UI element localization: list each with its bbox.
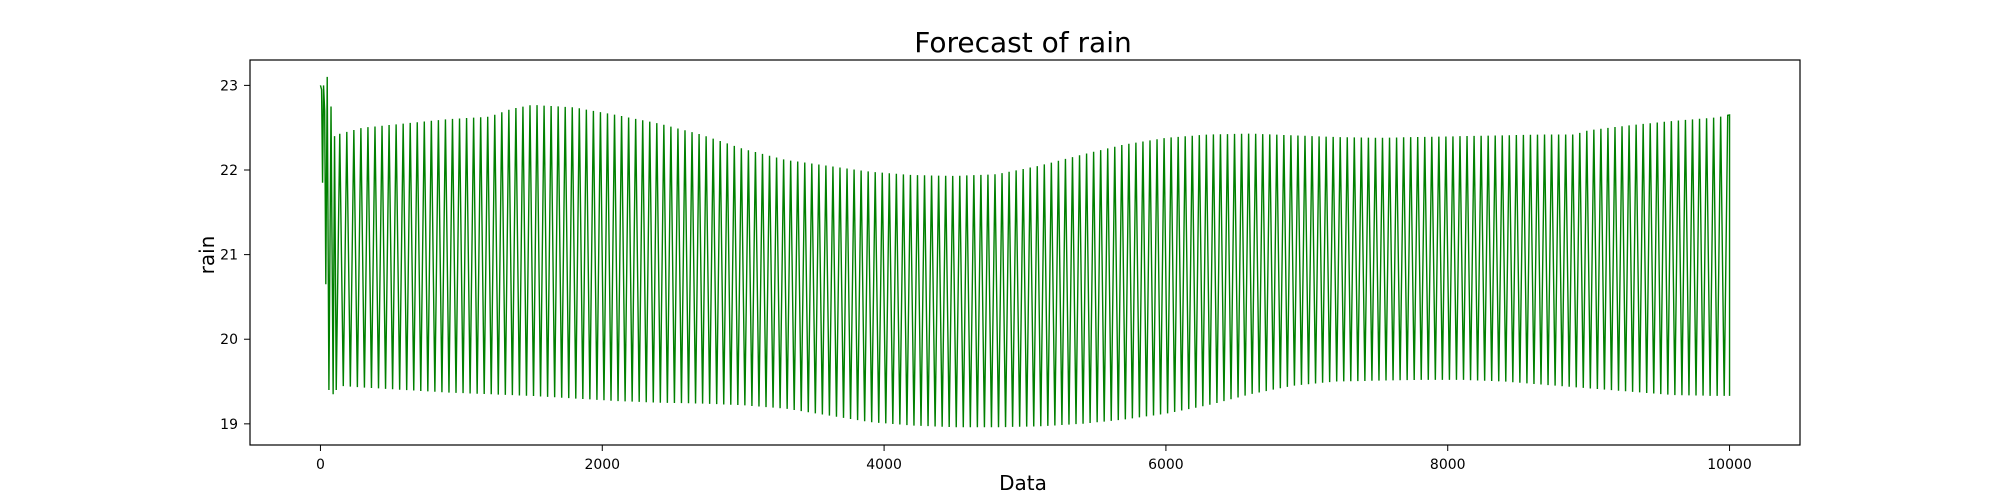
x-tick-label: 2000	[584, 457, 620, 473]
y-tick-label: 21	[220, 248, 238, 264]
chart-title: Forecast of rain	[914, 26, 1131, 59]
x-tick-label: 10000	[1707, 457, 1752, 473]
axis-ticks: 0 2000 4000 6000 8000 10000 19 20 21 22 23	[220, 78, 1752, 473]
x-axis-label: Data	[999, 471, 1047, 495]
y-tick-label: 20	[220, 332, 238, 348]
series-line-0	[319, 76, 1731, 428]
plot-frame	[249, 59, 1801, 446]
x-tick-label: 6000	[1148, 457, 1184, 473]
x-tick-label: 4000	[866, 457, 902, 473]
plot-area	[319, 76, 1731, 428]
y-tick-label: 19	[220, 417, 238, 433]
y-tick-label: 22	[220, 163, 238, 179]
y-tick-label: 23	[220, 78, 238, 94]
x-tick-label: 8000	[1430, 457, 1466, 473]
x-tick-label: 0	[316, 457, 325, 473]
y-axis-label: rain	[195, 236, 219, 275]
